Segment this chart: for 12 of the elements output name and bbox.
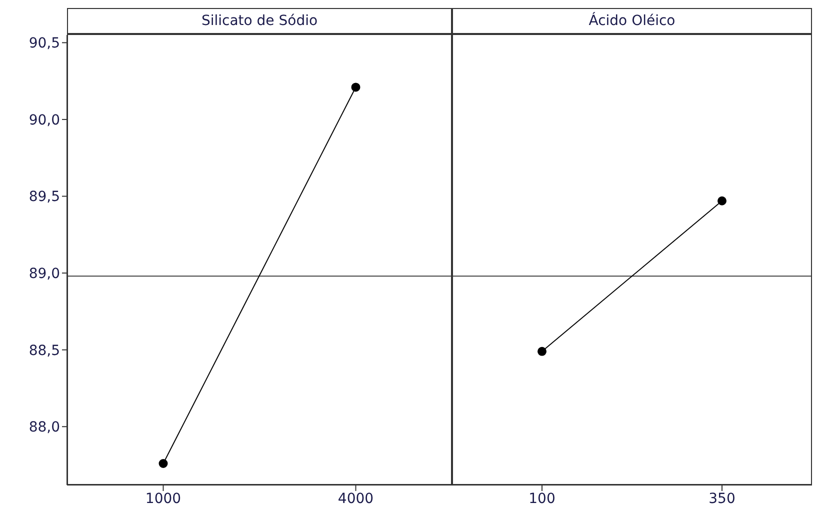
x-tick-label: 100 [528, 490, 556, 507]
chart-title: Silicato de Sódio [201, 13, 318, 29]
y-tick-label: 89,5 [28, 189, 60, 206]
x-tick-label: 1000 [145, 490, 182, 507]
y-tick-label: 89,0 [28, 266, 60, 282]
y-tick-label: 90,5 [28, 36, 60, 52]
y-tick-label: 88,5 [28, 342, 60, 359]
chart-title: Ácido Oléico [588, 13, 676, 29]
y-tick-label: 90,0 [28, 112, 60, 128]
x-tick-label: 350 [708, 490, 736, 507]
x-tick-label: 4000 [338, 490, 374, 507]
y-tick-label: 88,0 [28, 420, 60, 436]
